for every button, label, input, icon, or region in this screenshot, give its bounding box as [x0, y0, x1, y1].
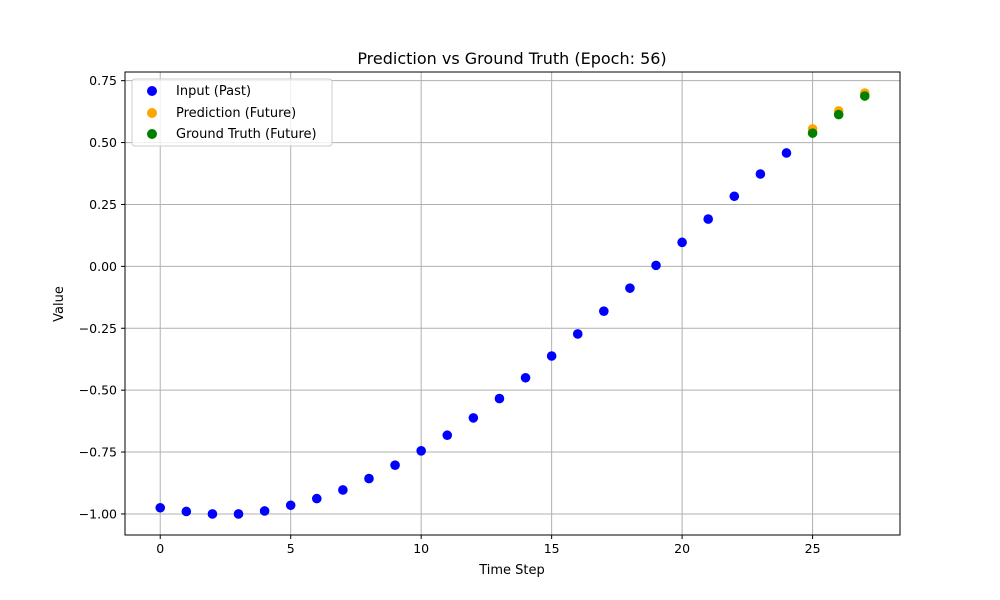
- chart-title: Prediction vs Ground Truth (Epoch: 56): [357, 49, 666, 68]
- input-point: [207, 509, 218, 519]
- input-point: [781, 148, 792, 158]
- y-tick-label: 0.00: [89, 259, 117, 274]
- input-point: [338, 485, 348, 495]
- ground-truth-point: [859, 91, 870, 101]
- input-point: [259, 506, 270, 516]
- input-point: [520, 372, 531, 383]
- input-point: [416, 446, 426, 456]
- y-tick-label: −0.25: [79, 321, 117, 336]
- ground-truth-point: [807, 128, 818, 138]
- x-tick-label: 5: [287, 541, 295, 556]
- legend-marker-prediction: [147, 108, 157, 118]
- legend: Input (Past) Prediction (Future) Ground …: [131, 78, 333, 147]
- input-point: [546, 351, 557, 361]
- plot-area-frame: [124, 71, 901, 536]
- input-point: [703, 214, 714, 224]
- x-tick-label: 0: [156, 541, 164, 556]
- input-point: [755, 169, 766, 179]
- x-tick-label: 20: [674, 541, 690, 556]
- ground-truth-point: [833, 109, 844, 120]
- input-point: [364, 473, 374, 484]
- input-point: [285, 500, 296, 511]
- legend-box: [131, 78, 333, 147]
- y-tick-label: −0.75: [79, 445, 117, 460]
- input-point: [442, 430, 453, 441]
- y-tick-label: −1.00: [79, 506, 117, 521]
- legend-marker-ground-truth: [147, 129, 157, 139]
- input-point: [155, 502, 166, 513]
- x-axis-ticks: 0 5 10 15 20 25: [156, 535, 821, 556]
- input-point: [390, 460, 400, 470]
- legend-label-prediction: Prediction (Future): [176, 106, 296, 121]
- x-axis-label: Time Step: [478, 563, 545, 578]
- input-point: [181, 506, 192, 517]
- y-tick-label: 0.50: [89, 135, 117, 150]
- input-point: [233, 509, 244, 519]
- data-points: [155, 88, 870, 519]
- y-tick-label: 0.25: [89, 197, 117, 212]
- input-point: [599, 306, 609, 316]
- input-point: [729, 191, 740, 202]
- y-axis-label: Value: [52, 286, 67, 322]
- input-point: [625, 283, 635, 293]
- x-tick-label: 10: [413, 541, 429, 556]
- input-point: [468, 413, 479, 423]
- legend-marker-input: [147, 86, 157, 96]
- y-axis-ticks: −1.00 −0.75 −0.50 −0.25 0.00 0.25 0.50 0.75: [79, 73, 125, 521]
- legend-label-ground-truth: Ground Truth (Future): [176, 127, 317, 142]
- input-point: [311, 493, 322, 504]
- legend-label-input: Input (Past): [176, 84, 251, 99]
- input-point: [494, 393, 505, 404]
- input-point: [651, 260, 661, 271]
- y-tick-label: −0.50: [79, 383, 117, 398]
- x-tick-label: 25: [805, 541, 821, 556]
- x-tick-label: 15: [544, 541, 560, 556]
- grid: [125, 72, 900, 535]
- input-point: [677, 237, 687, 248]
- y-tick-label: 0.75: [89, 73, 117, 88]
- input-point: [572, 329, 583, 339]
